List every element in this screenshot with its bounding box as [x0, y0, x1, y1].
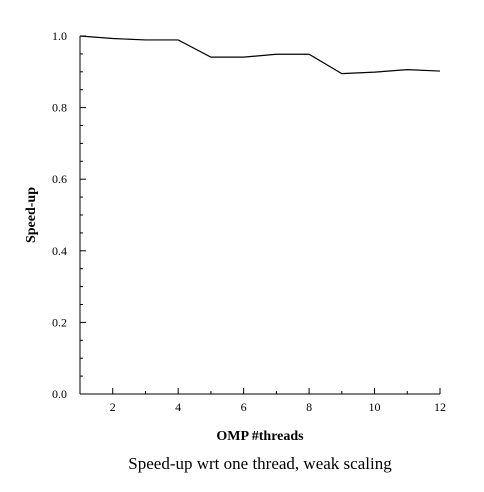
y-ticks: 0.0 0.2 0.4 0.6 0.8 1.0 [52, 29, 86, 401]
y-tick-label: 1.0 [52, 29, 67, 43]
chart-caption: Speed-up wrt one thread, weak scaling [128, 454, 392, 473]
x-tick-label: 2 [110, 400, 116, 414]
x-tick-label: 10 [369, 400, 381, 414]
x-tick-label: 6 [241, 400, 247, 414]
y-tick-label: 0.6 [52, 172, 67, 186]
x-tick-label: 4 [175, 400, 181, 414]
y-axis-title: Speed-up [24, 187, 39, 243]
x-tick-label: 8 [306, 400, 312, 414]
series-group [80, 36, 440, 74]
axes [80, 36, 440, 394]
x-axis-title: OMP #threads [216, 429, 304, 444]
series-line [80, 36, 440, 74]
x-ticks: 2 4 6 8 10 12 [80, 388, 446, 414]
y-tick-label: 0.2 [52, 315, 67, 329]
x-tick-label: 12 [434, 400, 446, 414]
y-tick-label: 0.0 [52, 387, 67, 401]
y-tick-label: 0.8 [52, 101, 67, 115]
y-tick-label: 0.4 [52, 244, 67, 258]
